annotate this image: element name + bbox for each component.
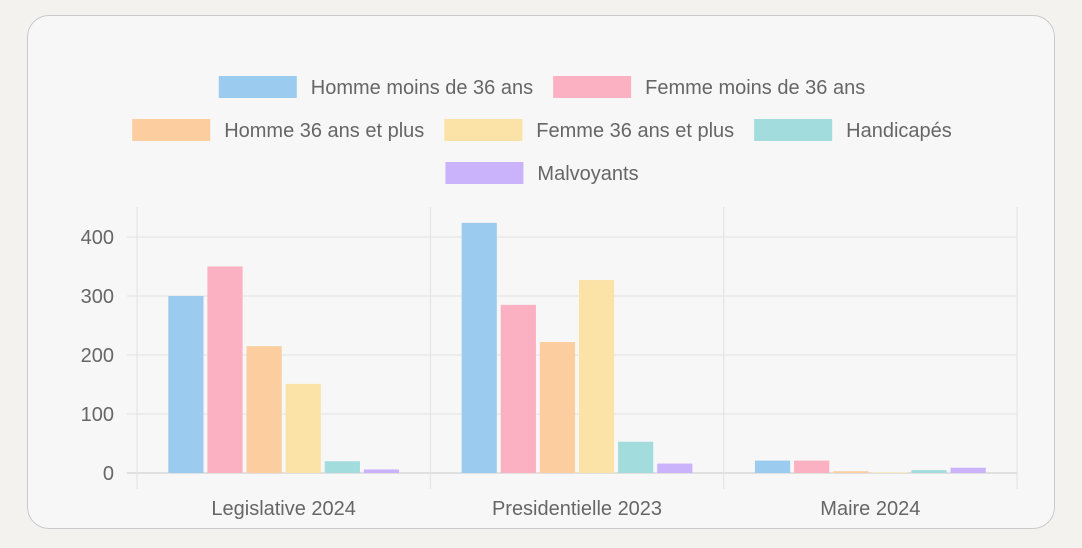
y-tick-label: 100: [81, 404, 114, 426]
bar: [168, 296, 204, 473]
legend-swatch[interactable]: [218, 76, 297, 98]
bar: [539, 342, 576, 473]
bar: [500, 304, 536, 473]
legend-swatch[interactable]: [754, 119, 833, 141]
legend-swatch[interactable]: [445, 162, 524, 184]
legend-item-label[interactable]: Femme moins de 36 ans: [645, 77, 865, 99]
bar: [657, 463, 693, 473]
bar: [578, 280, 615, 473]
x-tick-label: Legislative 2024: [211, 498, 356, 520]
y-tick-label: 400: [81, 227, 114, 249]
legend-swatch[interactable]: [132, 119, 211, 141]
x-tick-label: Presidentielle 2023: [492, 498, 662, 520]
legend-swatch[interactable]: [553, 76, 632, 98]
legend-item-label[interactable]: Femme 36 ans et plus: [536, 120, 734, 142]
bar: [207, 266, 243, 473]
bar: [872, 472, 908, 473]
y-tick-label: 0: [103, 463, 114, 485]
bar: [324, 461, 360, 473]
bar: [246, 346, 282, 473]
bar: [618, 441, 654, 473]
chart-card: 0 100 200 300 400 Legislative 2024 Presidentie…: [27, 15, 1055, 529]
bar: [950, 467, 986, 473]
y-tick-label: 300: [81, 286, 114, 308]
y-tick-label: 200: [81, 345, 114, 367]
bar: [911, 470, 947, 473]
legend-swatch[interactable]: [444, 119, 523, 141]
bar: [833, 471, 869, 473]
bar: [794, 460, 830, 473]
legend-item-label[interactable]: Homme 36 ans et plus: [224, 120, 424, 142]
x-tick-label: Maire 2024: [820, 498, 920, 520]
legend-item-label[interactable]: Handicapés: [846, 120, 952, 142]
bar: [461, 222, 497, 473]
bar: [285, 383, 321, 473]
bar: [754, 460, 791, 473]
legend-item-label[interactable]: Malvoyants: [537, 163, 638, 185]
bar: [363, 469, 400, 473]
legend-item-label[interactable]: Homme moins de 36 ans: [311, 77, 533, 99]
